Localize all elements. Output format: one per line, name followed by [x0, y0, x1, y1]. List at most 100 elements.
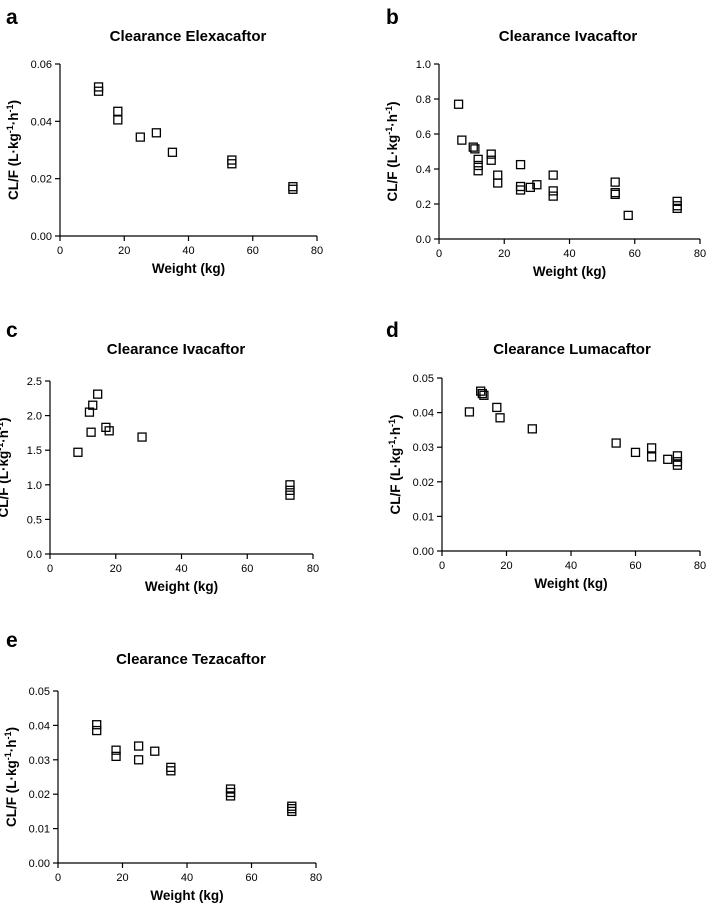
- data-point: [113, 106, 123, 116]
- data-point: [285, 490, 295, 500]
- data-point: [611, 438, 621, 448]
- data-point: [92, 720, 102, 730]
- x-tick-label: 60: [247, 245, 259, 257]
- data-point: [225, 791, 236, 801]
- data-point: [470, 144, 480, 154]
- x-tick-label: 60: [629, 248, 641, 260]
- x-tick-label: 20: [500, 560, 512, 572]
- data-point: [150, 746, 160, 756]
- data-point: [486, 155, 496, 165]
- data-point: [166, 766, 176, 776]
- y-axis-label: CL/F (L·kg-1·h-1): [387, 414, 403, 514]
- y-tick-label: 0.5: [27, 514, 42, 526]
- data-point: [86, 427, 96, 437]
- data-point: [473, 154, 483, 165]
- data-point: [525, 182, 536, 193]
- x-tick-label: 40: [181, 872, 193, 884]
- y-tick-label: 0.00: [29, 858, 50, 870]
- y-tick-label: 0.00: [31, 231, 52, 243]
- y-tick-label: 0.03: [413, 442, 434, 454]
- x-tick-label: 40: [175, 563, 187, 575]
- chart-svg-d: d Clearance Lumacaftor 0 20 40 60 80 0.00 0.01 0.…: [386, 319, 706, 591]
- data-point: [548, 170, 558, 180]
- y-tick-label: 2.0: [27, 411, 42, 423]
- chart-title: Clearance Lumacaftor: [493, 341, 651, 358]
- y-axis-label: CL/F (L·kg-1·h-1): [5, 100, 21, 200]
- data-point: [486, 149, 496, 159]
- x-tick-label: 80: [307, 563, 319, 575]
- y-tick-label: 0.01: [413, 511, 434, 523]
- x-tick-label: 20: [110, 563, 122, 575]
- y-tick-label: 0.02: [31, 174, 52, 186]
- data-point: [646, 443, 657, 453]
- y-tick-label: 1.0: [416, 59, 431, 71]
- x-tick-label: 0: [436, 248, 442, 260]
- x-axis-label: Weight (kg): [152, 261, 225, 276]
- x-tick-label: 80: [310, 872, 322, 884]
- x-tick-label: 60: [629, 560, 641, 572]
- data-point: [84, 407, 95, 417]
- data-point: [287, 801, 297, 811]
- x-tick-label: 20: [498, 248, 510, 260]
- chart-panel-b: b Clearance Ivacaftor 0 20 40 60 80 0.0 0.2 0.4 0.…: [370, 0, 710, 300]
- data-point: [464, 407, 475, 417]
- y-tick-label: 0.0: [27, 549, 42, 561]
- data-point: [288, 184, 298, 194]
- x-tick-label: 80: [694, 560, 706, 572]
- chart-panel-a: a Clearance Elexacaftor 0 20 40 60 80 0.00 0.02 0…: [0, 0, 355, 300]
- data-point: [93, 86, 104, 96]
- data-point: [610, 189, 620, 200]
- x-tick-label: 60: [241, 563, 253, 575]
- data-point: [527, 424, 537, 434]
- data-point: [285, 480, 295, 490]
- data-point: [493, 178, 503, 188]
- chart-title: Clearance Ivacaftor: [107, 341, 246, 358]
- data-point: [93, 389, 103, 399]
- y-tick-label: 2.5: [27, 376, 42, 388]
- data-point: [672, 460, 683, 470]
- data-point: [133, 755, 144, 765]
- y-tick-label: 0.00: [413, 546, 434, 558]
- data-point: [610, 177, 620, 187]
- chart-svg-a: a Clearance Elexacaftor 0 20 40 60 80 0.00 0.02 0…: [5, 6, 323, 276]
- data-point: [104, 426, 114, 436]
- data-point: [473, 160, 483, 171]
- y-tick-label: 0.04: [29, 720, 50, 732]
- y-axis-label: CL/F (L·kg-1·h-1): [3, 727, 19, 827]
- y-tick-label: 0.02: [413, 477, 434, 489]
- y-tick-label: 0.8: [416, 94, 431, 106]
- data-point: [285, 485, 295, 495]
- data-point: [646, 452, 657, 462]
- x-axis-label: Weight (kg): [145, 579, 218, 594]
- x-axis-label: Weight (kg): [534, 576, 607, 591]
- chart-svg-e: e Clearance Tezacaftor 0 20 40 60 80 0.00 0.01 0.…: [3, 629, 322, 903]
- data-point: [133, 741, 144, 751]
- y-tick-label: 0.01: [29, 824, 50, 836]
- data-point: [111, 745, 121, 755]
- y-tick-label: 0.05: [29, 686, 50, 698]
- x-tick-label: 0: [47, 563, 53, 575]
- data-point: [515, 185, 526, 195]
- data-point: [113, 115, 123, 125]
- panel-letter: c: [6, 319, 18, 342]
- data-point: [672, 203, 682, 214]
- data-point: [135, 132, 145, 142]
- y-tick-label: 0.02: [29, 789, 50, 801]
- panel-letter: b: [386, 6, 399, 29]
- y-tick-label: 0.03: [29, 755, 50, 767]
- data-point: [495, 413, 505, 423]
- x-tick-label: 80: [311, 245, 323, 257]
- data-point: [453, 99, 464, 109]
- y-tick-label: 1.0: [27, 480, 42, 492]
- data-point: [492, 402, 502, 413]
- chart-title: Clearance Tezacaftor: [116, 651, 266, 668]
- data-point: [151, 128, 162, 138]
- panel-letter: d: [386, 319, 399, 342]
- panel-letter: e: [6, 629, 18, 652]
- x-tick-label: 0: [55, 872, 61, 884]
- data-point: [111, 751, 121, 762]
- chart-panel-c: c Clearance Ivacaftor 0 20 40 60 80 0.0 0.5 1.0 1.…: [0, 312, 355, 612]
- y-tick-label: 0.06: [31, 59, 52, 71]
- y-axis-label: CL/F (L·kg-1·h-1): [384, 101, 400, 201]
- chart-svg-c: c Clearance Ivacaftor 0 20 40 60 80 0.0 0.5 1.0 1.…: [0, 319, 319, 594]
